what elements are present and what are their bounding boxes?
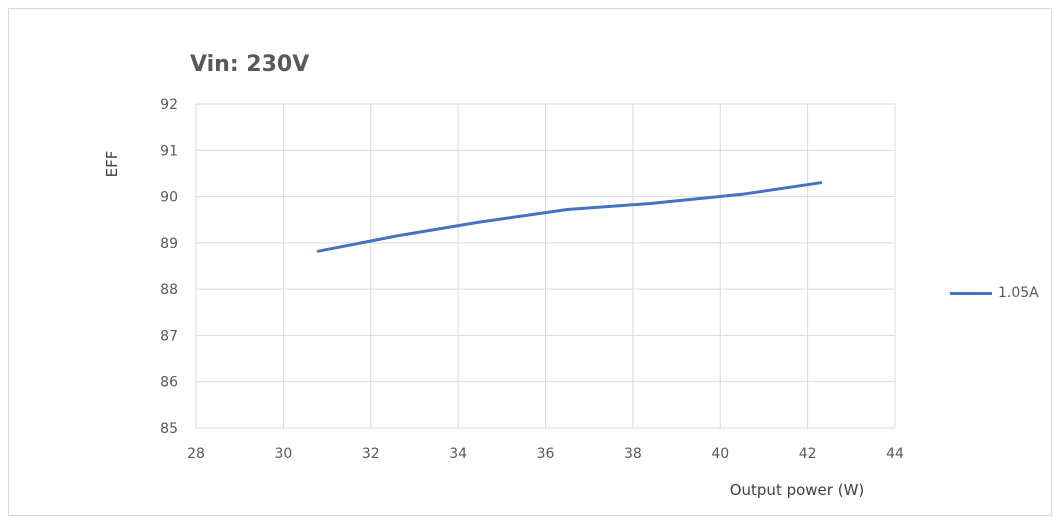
- x-tick-labels: 28 30 32 34 36 38 40 42 44: [187, 446, 904, 462]
- x-tick-label: 44: [886, 446, 904, 462]
- legend: 1.05A: [950, 285, 1039, 301]
- chart-title: Vin: 230V: [190, 52, 310, 77]
- x-tick-label: 40: [711, 446, 729, 462]
- y-tick-label: 90: [160, 190, 178, 206]
- gridlines: [195, 103, 896, 429]
- chart-area: [8, 8, 1052, 516]
- x-tick-label: 28: [187, 446, 205, 462]
- y-tick-label: 86: [160, 375, 178, 391]
- y-tick-label: 88: [160, 282, 178, 298]
- x-tick-label: 32: [362, 446, 380, 462]
- x-tick-label: 42: [799, 446, 817, 462]
- series-layer: [316, 181, 823, 253]
- x-axis-title: Output power (W): [730, 481, 865, 499]
- y-tick-label: 89: [160, 236, 178, 252]
- x-tick-label: 30: [274, 446, 292, 462]
- y-tick-label: 92: [160, 97, 178, 113]
- x-tick-label: 38: [624, 446, 642, 462]
- y-tick-label: 87: [160, 328, 178, 344]
- x-tick-label: 36: [537, 446, 555, 462]
- y-tick-label: 85: [160, 421, 178, 437]
- legend-label: 1.05A: [998, 285, 1039, 301]
- x-tick-label: 34: [449, 446, 467, 462]
- y-tick-labels: 85 86 87 88 89 90 91 92: [160, 97, 178, 437]
- legend-swatch: [950, 291, 992, 295]
- y-tick-label: 91: [160, 143, 178, 159]
- y-axis-title: EFF: [103, 151, 121, 178]
- series-line-1.05A: [316, 181, 823, 253]
